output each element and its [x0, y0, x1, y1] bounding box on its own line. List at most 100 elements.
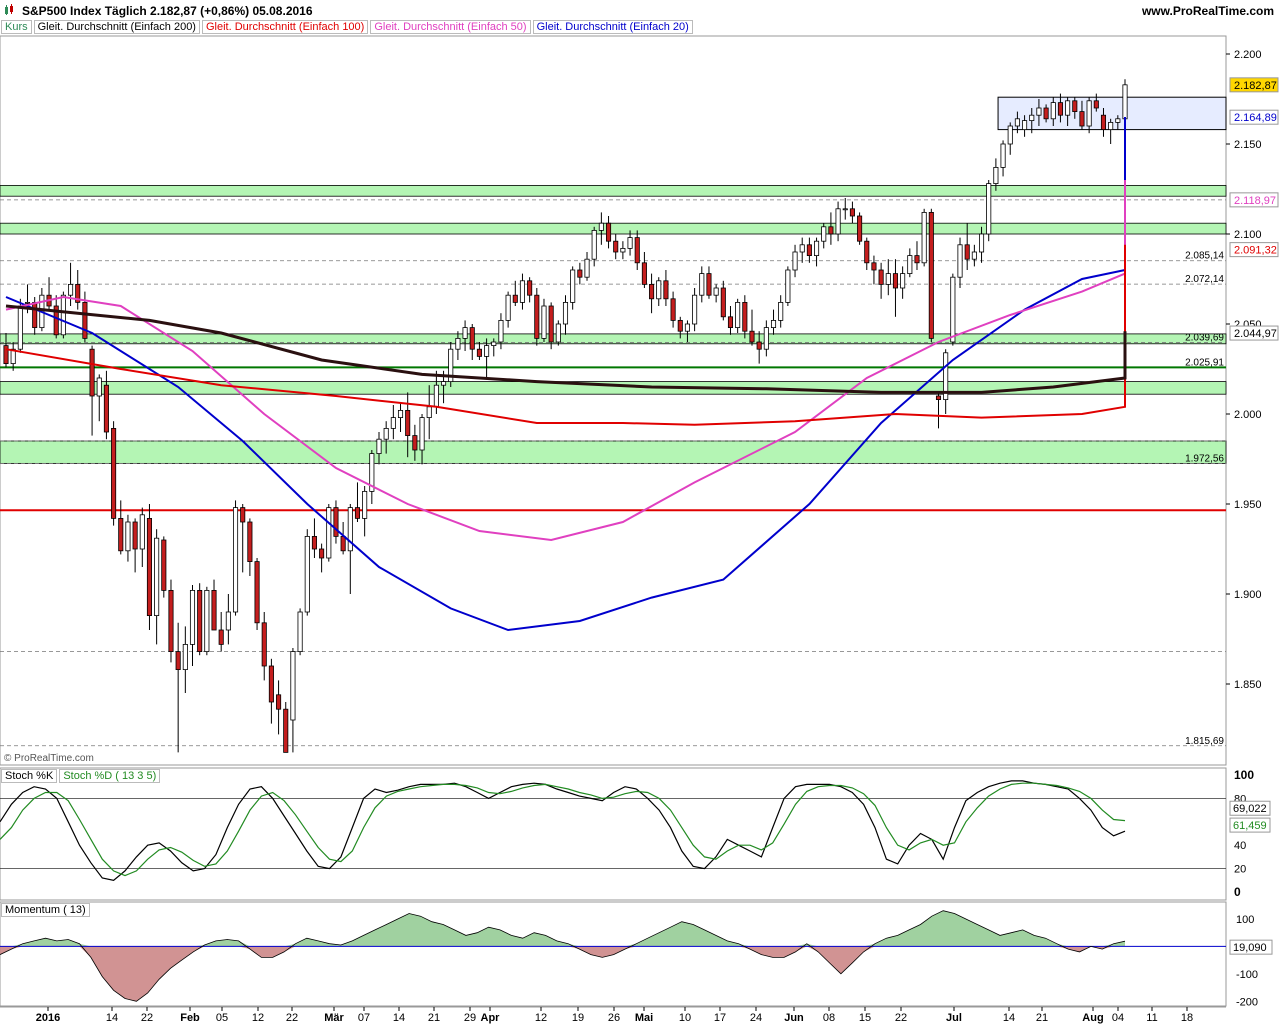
- candle-body: [240, 507, 246, 523]
- candle-body: [527, 280, 533, 296]
- candle-body: [763, 327, 769, 350]
- legend-item-ma50[interactable]: Gleit. Durchschnitt (Einfach 50): [370, 20, 531, 34]
- candle-body: [189, 590, 196, 645]
- candle-body: [756, 341, 762, 350]
- candle-body: [606, 222, 612, 242]
- legend-item-ma200[interactable]: Gleit. Durchschnitt (Einfach 200): [33, 20, 200, 34]
- candle-body: [254, 561, 260, 624]
- momentum-negative-area: [0, 946, 1125, 1002]
- legend-item-ma20[interactable]: Gleit. Durchschnitt (Einfach 20): [532, 20, 693, 34]
- candle-body: [792, 251, 798, 271]
- x-tick-label: 21: [428, 1012, 440, 1024]
- chart-title: S&P500 Index Täglich 2.182,87 (+0,86%) 0…: [22, 4, 313, 18]
- candle-body: [1014, 118, 1020, 127]
- site-link[interactable]: www.ProRealTime.com: [1141, 4, 1274, 18]
- y-tick-label: 1.900: [1234, 589, 1262, 601]
- price-marker-label: 2.091,32: [1234, 245, 1277, 257]
- candle-body: [32, 301, 38, 328]
- x-tick-label: 19: [572, 1012, 584, 1024]
- momentum-label[interactable]: Momentum ( 13): [1, 903, 90, 917]
- candle-body: [699, 273, 705, 296]
- candle-body: [627, 237, 633, 249]
- candle-body: [713, 287, 719, 296]
- price-marker-label: 2.118,97: [1234, 195, 1276, 207]
- candle-body: [68, 283, 74, 296]
- candle-body: [670, 298, 676, 321]
- candle-body: [1007, 125, 1013, 145]
- candle-body: [986, 183, 992, 235]
- candle-body: [907, 255, 913, 275]
- stoch-d-label[interactable]: Stoch %D ( 13 3 5): [59, 769, 161, 783]
- candle-body: [175, 651, 181, 670]
- candle-body: [118, 518, 124, 552]
- x-tick-label: 12: [252, 1012, 264, 1024]
- stoch-marker-box: [1229, 800, 1271, 816]
- candle-body: [96, 377, 102, 397]
- candle-body: [641, 262, 647, 285]
- y-tick-label: 1.850: [1234, 679, 1262, 691]
- candle-body: [103, 384, 109, 433]
- candle-body: [333, 507, 339, 537]
- momentum-y-tick-label: 100: [1236, 914, 1254, 926]
- candle-body: [821, 226, 827, 242]
- level-label: 2.039,69: [1185, 333, 1224, 344]
- candle-body: [541, 305, 547, 339]
- candle-body: [742, 301, 748, 332]
- candle-body: [491, 341, 497, 346]
- candle-body: [412, 435, 418, 451]
- candle-body: [290, 651, 296, 721]
- candle-body: [663, 280, 669, 300]
- candle-body: [405, 409, 411, 436]
- candle-body: [649, 283, 655, 300]
- candle-body: [347, 507, 353, 552]
- x-tick-label: Feb: [180, 1012, 200, 1024]
- candle-body: [979, 233, 985, 253]
- x-tick-label: 2016: [36, 1012, 60, 1024]
- candle-body: [89, 348, 95, 397]
- stoch-k-label[interactable]: Stoch %K: [1, 769, 58, 783]
- candle-body: [419, 417, 425, 451]
- candle-body: [125, 521, 131, 552]
- price-marker-label: 2.182,87: [1234, 80, 1277, 92]
- candle-body: [462, 327, 468, 339]
- candlestick-logo-icon: [5, 4, 13, 15]
- stoch-marker-label: 61,459: [1233, 820, 1267, 832]
- candle-body: [849, 208, 855, 217]
- candle-body: [247, 521, 253, 562]
- candle-body: [1115, 118, 1121, 123]
- candle-body: [1043, 107, 1049, 120]
- candle-body: [885, 273, 891, 285]
- x-tick-label: Mai: [635, 1012, 653, 1024]
- legend-item-kurs[interactable]: Kurs: [1, 20, 32, 34]
- candle-body: [857, 215, 863, 242]
- candle-body: [448, 348, 454, 383]
- candle-body: [684, 323, 690, 332]
- candle-body: [900, 273, 906, 289]
- candle-body: [1029, 114, 1035, 121]
- candle-body: [362, 490, 368, 519]
- candle-body: [555, 323, 561, 343]
- candle-body: [957, 244, 963, 278]
- candle-body: [1093, 100, 1099, 109]
- candle-body: [390, 417, 396, 429]
- candle-body: [928, 211, 934, 339]
- momentum-line: [0, 910, 1126, 1002]
- candle-body: [276, 694, 282, 710]
- candle-body: [340, 536, 346, 552]
- candle-body: [921, 211, 927, 264]
- ma200-line: [5, 304, 1127, 394]
- x-tick-label: 14: [106, 1012, 118, 1024]
- candle-body: [204, 590, 210, 653]
- candle-body: [268, 665, 274, 703]
- candle-body: [971, 251, 977, 260]
- candle-body: [146, 518, 152, 617]
- candle-body: [111, 427, 117, 519]
- candle-body: [297, 611, 303, 652]
- candle-body: [354, 507, 361, 519]
- candle-body: [24, 301, 31, 304]
- candle-body: [1000, 143, 1006, 168]
- x-tick-label: 14: [1003, 1012, 1015, 1024]
- legend-item-ma100[interactable]: Gleit. Durchschnitt (Einfach 100): [201, 20, 369, 34]
- level-label: 2.072,14: [1185, 274, 1224, 285]
- stoch-y-tick-label: 0: [1234, 885, 1241, 899]
